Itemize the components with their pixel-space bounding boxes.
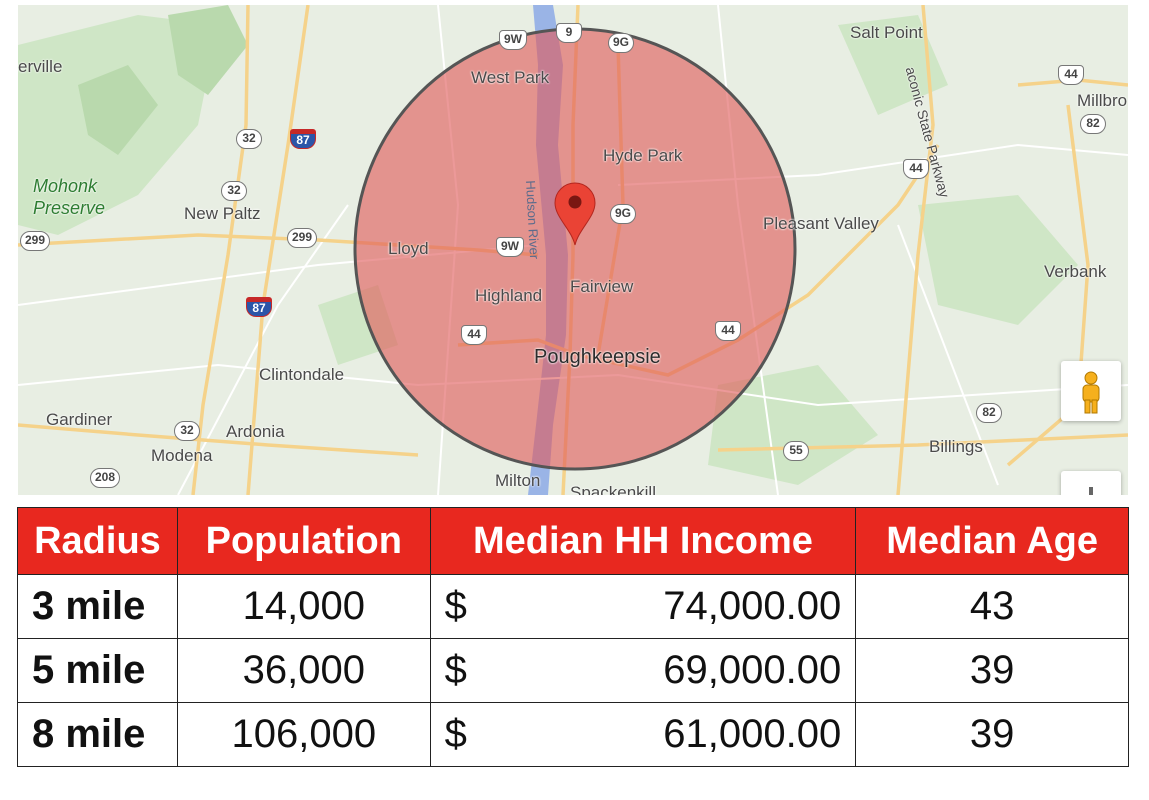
zoom-in-button[interactable] [1061,471,1121,495]
plus-icon [1089,487,1093,495]
column-header-median-income: Median HH Income [429,507,857,575]
place-mohonk-preserve: Mohonk Preserve [33,176,106,218]
route-shield: 9W [496,237,524,257]
route-shield: 44 [903,159,929,179]
route-shield: 9G [608,33,635,53]
route-shield: 9G [610,204,637,224]
route-shield: 299 [287,228,318,248]
route-shield: 55 [783,441,809,461]
income-value: 61,000.00 [663,712,842,756]
route-shield: 44 [461,325,487,345]
place-clintondale: Clintondale [259,365,345,384]
route-shield: 44 [715,321,741,341]
route-shield: 87 [290,129,316,149]
place-billings: Billings [929,437,983,456]
pegman-icon [1082,371,1100,414]
route-shield: 82 [1080,114,1106,134]
column-header-median-age: Median Age [855,507,1129,575]
route-shield: 44 [1058,65,1084,85]
table-header-row: Radius Population Median HH Income Media… [17,507,1129,575]
column-header-radius: Radius [17,507,178,575]
place-milton: Milton [495,471,541,490]
place-spackenkill: Spackenkill [570,483,656,495]
place-millbrook: Millbro [1077,91,1128,110]
population-cell: 36,000 [176,638,431,703]
place-fairview: Fairview [570,277,634,296]
place-lloyd: Lloyd [388,239,429,258]
age-cell: 39 [855,702,1129,767]
currency-symbol: $ [444,648,467,692]
route-shield: 9W [499,30,527,50]
street-view-pegman-button[interactable] [1061,361,1121,421]
place-poughkeepsie: Poughkeepsie [534,346,661,368]
age-cell: 43 [855,574,1129,639]
radius-cell: 8 mile [17,702,178,767]
population-cell: 106,000 [176,702,431,767]
place-ardonia: Ardonia [226,422,285,441]
route-shield: 32 [221,181,247,201]
place-hyde-park: Hyde Park [603,146,683,165]
place-salt-point: Salt Point [850,23,923,42]
place-new-paltz: New Paltz [184,204,261,223]
income-value: 69,000.00 [663,648,842,692]
place-pleasant-valley: Pleasant Valley [763,214,879,233]
table-row: 8 mile 106,000 $61,000.00 39 [17,702,1129,767]
table-row: 5 mile 36,000 $69,000.00 39 [17,638,1129,703]
income-value: 74,000.00 [663,584,842,628]
map-view[interactable]: Hudson River Salt Point erville West Par… [18,5,1128,495]
table-row: 3 mile 14,000 $74,000.00 43 [17,574,1129,639]
place-erville: erville [18,57,63,76]
map-background [18,5,1128,495]
route-shield: 299 [20,231,51,251]
route-shield: 82 [976,403,1002,423]
route-shield: 208 [90,468,121,488]
route-shield: 87 [246,297,272,317]
location-pin-icon [554,182,596,246]
radius-cell: 5 mile [17,638,178,703]
income-cell: $74,000.00 [429,574,857,639]
currency-symbol: $ [444,712,467,756]
radius-cell: 3 mile [17,574,178,639]
income-cell: $69,000.00 [429,638,857,703]
place-highland: Highland [475,286,543,305]
population-cell: 14,000 [176,574,431,639]
place-modena: Modena [151,446,213,465]
column-header-population: Population [176,507,431,575]
age-cell: 39 [855,638,1129,703]
route-shield: 32 [174,421,200,441]
demographics-table: Radius Population Median HH Income Media… [17,507,1129,767]
income-cell: $61,000.00 [429,702,857,767]
currency-symbol: $ [444,584,467,628]
place-west-park: West Park [471,68,550,87]
place-gardiner: Gardiner [46,410,113,429]
route-shield: 32 [236,129,262,149]
route-shield: 9 [556,23,582,43]
place-verbank: Verbank [1044,262,1107,281]
